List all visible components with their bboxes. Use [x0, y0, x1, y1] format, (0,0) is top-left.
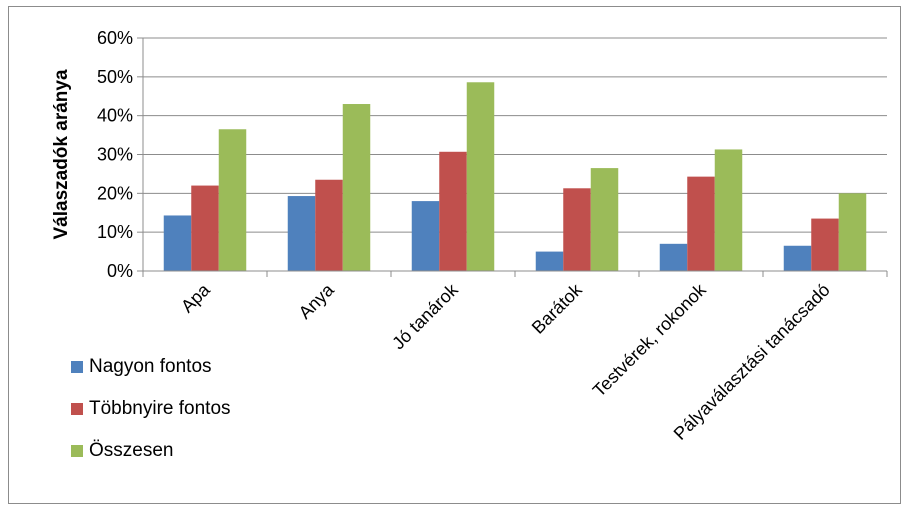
legend-swatch [71, 445, 83, 457]
y-axis-label: Válaszadók aránya [51, 69, 72, 239]
legend: Nagyon fontos Többnyire fontos Összesen [71, 356, 231, 483]
legend-item-tobbnyire-fontos: Többnyire fontos [71, 398, 231, 419]
bar [590, 168, 619, 271]
bar [563, 188, 591, 271]
bar [535, 251, 564, 271]
axes [142, 38, 888, 277]
bar [342, 104, 371, 272]
y-tick-label: 50% [97, 67, 133, 87]
bar [218, 129, 247, 271]
bar [687, 176, 715, 271]
y-tick-label: 60% [97, 28, 133, 48]
bar [811, 218, 839, 271]
legend-item-osszesen: Összesen [71, 440, 231, 461]
bar [439, 151, 467, 271]
category-label: Apa [177, 279, 214, 316]
bar [411, 201, 440, 271]
bar [783, 245, 812, 271]
y-tick-label: 30% [97, 145, 133, 165]
bar-chart: 0% 10% 20% 30% 40% 50% 60% Apa Anya Jó tanárok Ba… [51, 28, 888, 444]
legend-swatch [71, 403, 83, 415]
y-tick-labels: 0% 10% 20% 30% 40% 50% 60% [97, 28, 133, 281]
category-label: Barátok [528, 279, 587, 338]
bar [163, 215, 192, 271]
y-tick-label: 20% [97, 183, 133, 203]
bar [659, 243, 688, 271]
bar [466, 82, 495, 272]
gridlines [137, 37, 887, 272]
bar [714, 149, 743, 271]
bar [287, 196, 316, 271]
category-labels: Apa Anya Jó tanárok Barátok Testvérek, rokon… [177, 279, 834, 444]
legend-label: Többnyire fontos [89, 398, 231, 419]
chart-frame: 0% 10% 20% 30% 40% 50% 60% Apa Anya Jó tanárok Ba… [8, 6, 901, 504]
bar [838, 193, 867, 271]
bar [315, 179, 343, 271]
category-label: Anya [295, 279, 339, 323]
legend-swatch [71, 361, 83, 373]
bars [163, 82, 867, 272]
category-label: Testvérek, rokonok [589, 279, 711, 401]
y-tick-label: 40% [97, 106, 133, 126]
category-label: Jó tanárok [388, 279, 462, 353]
y-tick-label: 0% [107, 261, 133, 281]
legend-label: Összesen [89, 440, 174, 461]
legend-item-nagyon-fontos: Nagyon fontos [71, 356, 231, 377]
y-tick-label: 10% [97, 222, 133, 242]
bar [191, 185, 219, 271]
legend-label: Nagyon fontos [89, 356, 212, 377]
